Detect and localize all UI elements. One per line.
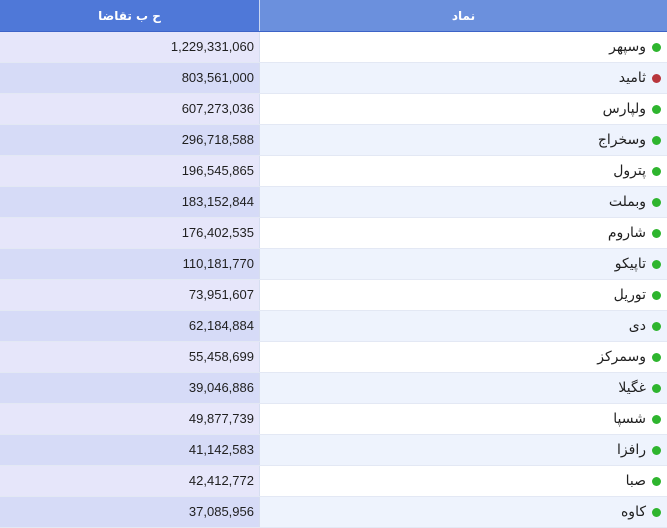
symbol-name[interactable]: ثامید: [618, 70, 646, 86]
status-dot-green-icon: [652, 445, 661, 455]
status-dot-green-icon: [652, 321, 661, 331]
symbol-name[interactable]: ولپارس: [602, 101, 646, 117]
table-row[interactable]: 49,877,739 شسپا: [0, 404, 667, 435]
symbol-cell[interactable]: دی: [259, 311, 667, 341]
table-row[interactable]: 39,046,886 غگیلا: [0, 373, 667, 404]
symbol-cell[interactable]: وسپهر: [259, 32, 667, 62]
demand-value-cell: 49,877,739: [0, 404, 259, 434]
symbol-cell[interactable]: پترول: [259, 156, 667, 186]
table-row[interactable]: 37,085,956 کاوه: [0, 497, 667, 528]
demand-value-cell: 296,718,588: [0, 125, 259, 155]
status-dot-green-icon: [652, 476, 661, 486]
symbol-cell[interactable]: کاوه: [259, 497, 667, 527]
table-header: ح ب تقاضا نماد: [0, 0, 667, 32]
symbol-name[interactable]: وسمرکز: [597, 349, 646, 365]
status-dot-green-icon: [652, 507, 661, 517]
symbol-name[interactable]: کاوه: [620, 504, 646, 520]
symbol-cell[interactable]: شاروم: [259, 218, 667, 248]
table-row[interactable]: 62,184,884 دی: [0, 311, 667, 342]
status-dot-green-icon: [652, 42, 661, 52]
demand-value-cell: 803,561,000: [0, 63, 259, 93]
demand-value-cell: 42,412,772: [0, 466, 259, 496]
status-dot-green-icon: [652, 352, 661, 362]
table-row[interactable]: 183,152,844 وبملت: [0, 187, 667, 218]
symbol-cell[interactable]: شسپا: [259, 404, 667, 434]
symbol-cell[interactable]: وسخراج: [259, 125, 667, 155]
symbol-name[interactable]: توریل: [613, 287, 646, 303]
demand-value-cell: 176,402,535: [0, 218, 259, 248]
symbol-cell[interactable]: ثامید: [259, 63, 667, 93]
table-row[interactable]: 607,273,036 ولپارس: [0, 94, 667, 125]
symbol-name[interactable]: وسپهر: [609, 39, 646, 55]
table-row[interactable]: 176,402,535 شاروم: [0, 218, 667, 249]
status-dot-green-icon: [652, 197, 661, 207]
table-row[interactable]: 73,951,607 توریل: [0, 280, 667, 311]
symbol-name[interactable]: وبملت: [608, 194, 646, 210]
status-dot-green-icon: [652, 290, 661, 300]
demand-value-cell: 37,085,956: [0, 497, 259, 527]
status-dot-green-icon: [652, 104, 661, 114]
status-dot-green-icon: [652, 259, 661, 269]
symbol-cell[interactable]: توریل: [259, 280, 667, 310]
symbol-cell[interactable]: صبا: [259, 466, 667, 496]
symbol-cell[interactable]: ولپارس: [259, 94, 667, 124]
symbol-name[interactable]: تاپیکو: [614, 256, 646, 272]
table-row[interactable]: 55,458,699 وسمرکز: [0, 342, 667, 373]
status-dot-red-icon: [652, 73, 661, 83]
table-row[interactable]: 296,718,588 وسخراج: [0, 125, 667, 156]
demand-value-cell: 55,458,699: [0, 342, 259, 372]
status-dot-green-icon: [652, 166, 661, 176]
symbol-cell[interactable]: تاپیکو: [259, 249, 667, 279]
column-header-demand-value[interactable]: ح ب تقاضا: [0, 0, 259, 31]
symbol-name[interactable]: شاروم: [607, 225, 646, 241]
demand-value-cell: 183,152,844: [0, 187, 259, 217]
table-row[interactable]: 41,142,583 رافزا: [0, 435, 667, 466]
symbol-cell[interactable]: رافزا: [259, 435, 667, 465]
symbol-cell[interactable]: وبملت: [259, 187, 667, 217]
symbol-name[interactable]: دی: [628, 318, 646, 334]
symbol-name[interactable]: شسپا: [613, 411, 646, 427]
table-row[interactable]: 42,412,772 صبا: [0, 466, 667, 497]
demand-value-cell: 110,181,770: [0, 249, 259, 279]
symbol-cell[interactable]: غگیلا: [259, 373, 667, 403]
column-header-symbol[interactable]: نماد: [259, 0, 667, 31]
demand-value-cell: 73,951,607: [0, 280, 259, 310]
table-row[interactable]: 110,181,770 تاپیکو: [0, 249, 667, 280]
status-dot-green-icon: [652, 228, 661, 238]
symbol-name[interactable]: وسخراج: [597, 132, 646, 148]
status-dot-green-icon: [652, 135, 661, 145]
symbol-name[interactable]: رافزا: [617, 442, 646, 458]
table-row[interactable]: 1,229,331,060 وسپهر: [0, 32, 667, 63]
status-dot-green-icon: [652, 414, 661, 424]
demand-value-cell: 1,229,331,060: [0, 32, 259, 62]
symbol-name[interactable]: غگیلا: [618, 380, 646, 396]
demand-value-cell: 607,273,036: [0, 94, 259, 124]
table-body: 1,229,331,060 وسپهر 803,561,000 ثامید 607,27…: [0, 32, 667, 528]
table-row[interactable]: 196,545,865 پترول: [0, 156, 667, 187]
demand-value-cell: 196,545,865: [0, 156, 259, 186]
demand-value-cell: 39,046,886: [0, 373, 259, 403]
symbol-name[interactable]: صبا: [625, 473, 646, 489]
table-row[interactable]: 803,561,000 ثامید: [0, 63, 667, 94]
demand-value-cell: 62,184,884: [0, 311, 259, 341]
demand-value-cell: 41,142,583: [0, 435, 259, 465]
symbol-cell[interactable]: وسمرکز: [259, 342, 667, 372]
status-dot-green-icon: [652, 383, 661, 393]
symbol-name[interactable]: پترول: [613, 163, 646, 179]
